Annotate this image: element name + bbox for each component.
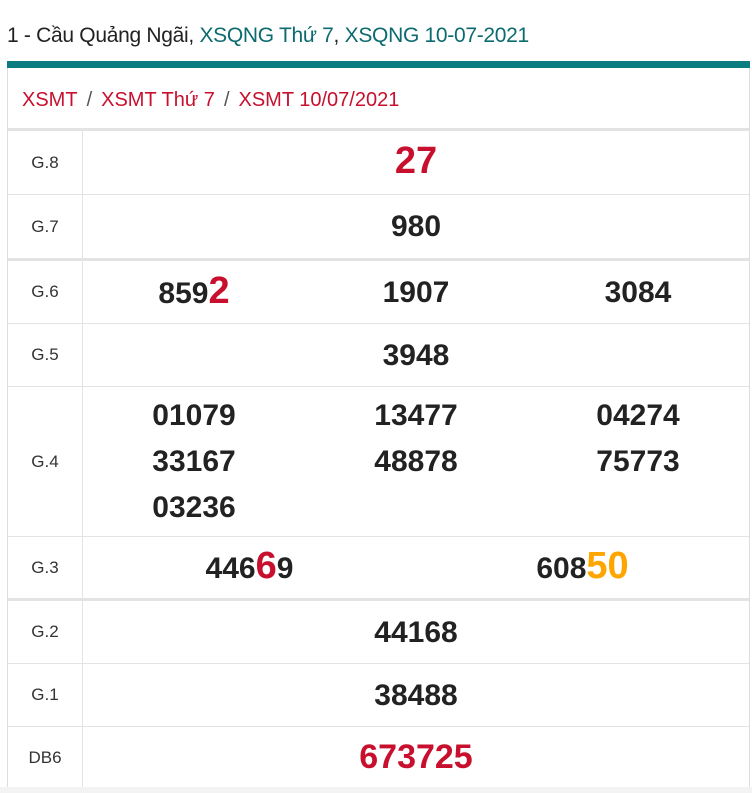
prize-number: 04274 — [527, 394, 749, 437]
heading-prefix: 1 - Cầu Quảng Ngãi, — [7, 24, 200, 47]
number-digits: 859 — [158, 276, 209, 310]
prize-number: 03236 — [83, 486, 305, 529]
highlighted-digits: 27 — [394, 140, 438, 182]
prize-number: 1907 — [305, 271, 527, 314]
xsqng-weekday-link[interactable]: XSQNG Thứ 7 — [199, 24, 334, 47]
prize-label: G.1 — [8, 664, 83, 726]
breadcrumb: XSMT / XSMT Thứ 7 / XSMT 10/07/2021 — [8, 68, 749, 131]
prize-row: G.3 44669 60850 — [8, 537, 749, 601]
number-digits: 44168 — [374, 615, 458, 649]
prize-number: 44168 — [83, 611, 749, 654]
number-digits: 608 — [536, 552, 587, 585]
prize-number: 27 — [83, 140, 749, 185]
prize-row: G.8 27 — [8, 131, 749, 195]
number-digits: 980 — [390, 210, 442, 243]
prize-label: G.4 — [8, 387, 83, 536]
prize-label: G.5 — [8, 324, 83, 386]
prize-row: G.7 980 — [8, 195, 749, 261]
prize-number: 980 — [83, 205, 749, 248]
prize-label: G.8 — [8, 131, 83, 194]
breadcrumb-separator: / — [86, 89, 93, 111]
prize-label: DB6 — [8, 727, 83, 789]
prize-number: 13477 — [305, 394, 527, 437]
prize-row: G.2 44168 — [8, 601, 749, 664]
prize-number: 38488 — [83, 674, 749, 717]
number-digits: 03236 — [152, 490, 236, 524]
prize-numbers: 673725 — [83, 727, 749, 789]
results-table: XSMT / XSMT Thứ 7 / XSMT 10/07/2021 G.8 27 G.7… — [7, 68, 750, 793]
number-digits: 01079 — [152, 399, 236, 433]
highlighted-digits: 2 — [208, 269, 230, 312]
breadcrumb-xsmt-date[interactable]: XSMT 10/07/2021 — [238, 89, 400, 111]
number-digits: 13477 — [374, 399, 458, 433]
prize-label: G.3 — [8, 537, 83, 598]
prize-number: 3948 — [83, 334, 749, 377]
prize-number: 673725 — [83, 736, 749, 780]
number-digits: 38488 — [374, 678, 458, 712]
prize-numbers: 44168 — [83, 601, 749, 663]
prize-number: 60850 — [416, 545, 749, 590]
prize-numbers: 980 — [83, 195, 749, 258]
prize-numbers: 8592 1907 3084 — [83, 261, 749, 323]
prize-row: G.6 8592 1907 3084 — [8, 261, 749, 324]
prize-label: G.6 — [8, 261, 83, 323]
prize-row: G.4 01079 13477 04274 33167 48878 75773 03236 — [8, 387, 749, 537]
highlighted-digits: 50 — [586, 545, 629, 587]
prize-numbers: 38488 — [83, 664, 749, 726]
prize-number: 48878 — [305, 440, 527, 483]
prize-number: 33167 — [83, 440, 305, 483]
highlighted-digits: 673725 — [359, 738, 473, 776]
prize-number: 75773 — [527, 440, 749, 483]
prize-number: 8592 — [83, 270, 305, 315]
number-digits-tail: 9 — [276, 552, 294, 585]
number-digits: 75773 — [596, 444, 680, 478]
number-digits: 33167 — [152, 444, 236, 478]
highlighted-digits: 6 — [255, 545, 277, 587]
number-digits: 04274 — [596, 399, 680, 433]
number-digits: 3948 — [382, 338, 450, 372]
prize-number: 3084 — [527, 271, 749, 314]
prize-rows: G.8 27 G.7 980 G.6 8592 1907 3084 G.5 3948 G.4 0107… — [8, 131, 749, 790]
prize-row: G.1 38488 — [8, 664, 749, 727]
number-digits: 1907 — [382, 275, 450, 309]
number-digits: 48878 — [374, 444, 458, 478]
prize-numbers: 3948 — [83, 324, 749, 386]
footer-strip — [0, 787, 752, 793]
xsqng-date-link[interactable]: XSQNG 10-07-2021 — [344, 24, 530, 47]
breadcrumb-xsmt-weekday[interactable]: XSMT Thứ 7 — [101, 89, 215, 111]
prize-numbers: 27 — [83, 131, 749, 194]
prize-number: 44669 — [83, 545, 416, 590]
prize-row: DB6 673725 — [8, 727, 749, 790]
page-heading: 1 - Cầu Quảng Ngãi, XSQNG Thứ 7, XSQNG 1… — [7, 24, 529, 48]
breadcrumb-xsmt[interactable]: XSMT — [22, 89, 78, 111]
prize-numbers: 44669 60850 — [83, 537, 749, 598]
breadcrumb-separator: / — [223, 89, 230, 111]
heading-comma: , — [333, 24, 345, 47]
number-digits: 3084 — [604, 275, 672, 309]
prize-row: G.5 3948 — [8, 324, 749, 387]
header-divider — [7, 61, 750, 68]
prize-number: 01079 — [83, 394, 305, 437]
prize-numbers: 01079 13477 04274 33167 48878 75773 03236 — [83, 387, 749, 536]
number-digits: 446 — [205, 552, 256, 585]
prize-label: G.7 — [8, 195, 83, 258]
prize-label: G.2 — [8, 601, 83, 663]
